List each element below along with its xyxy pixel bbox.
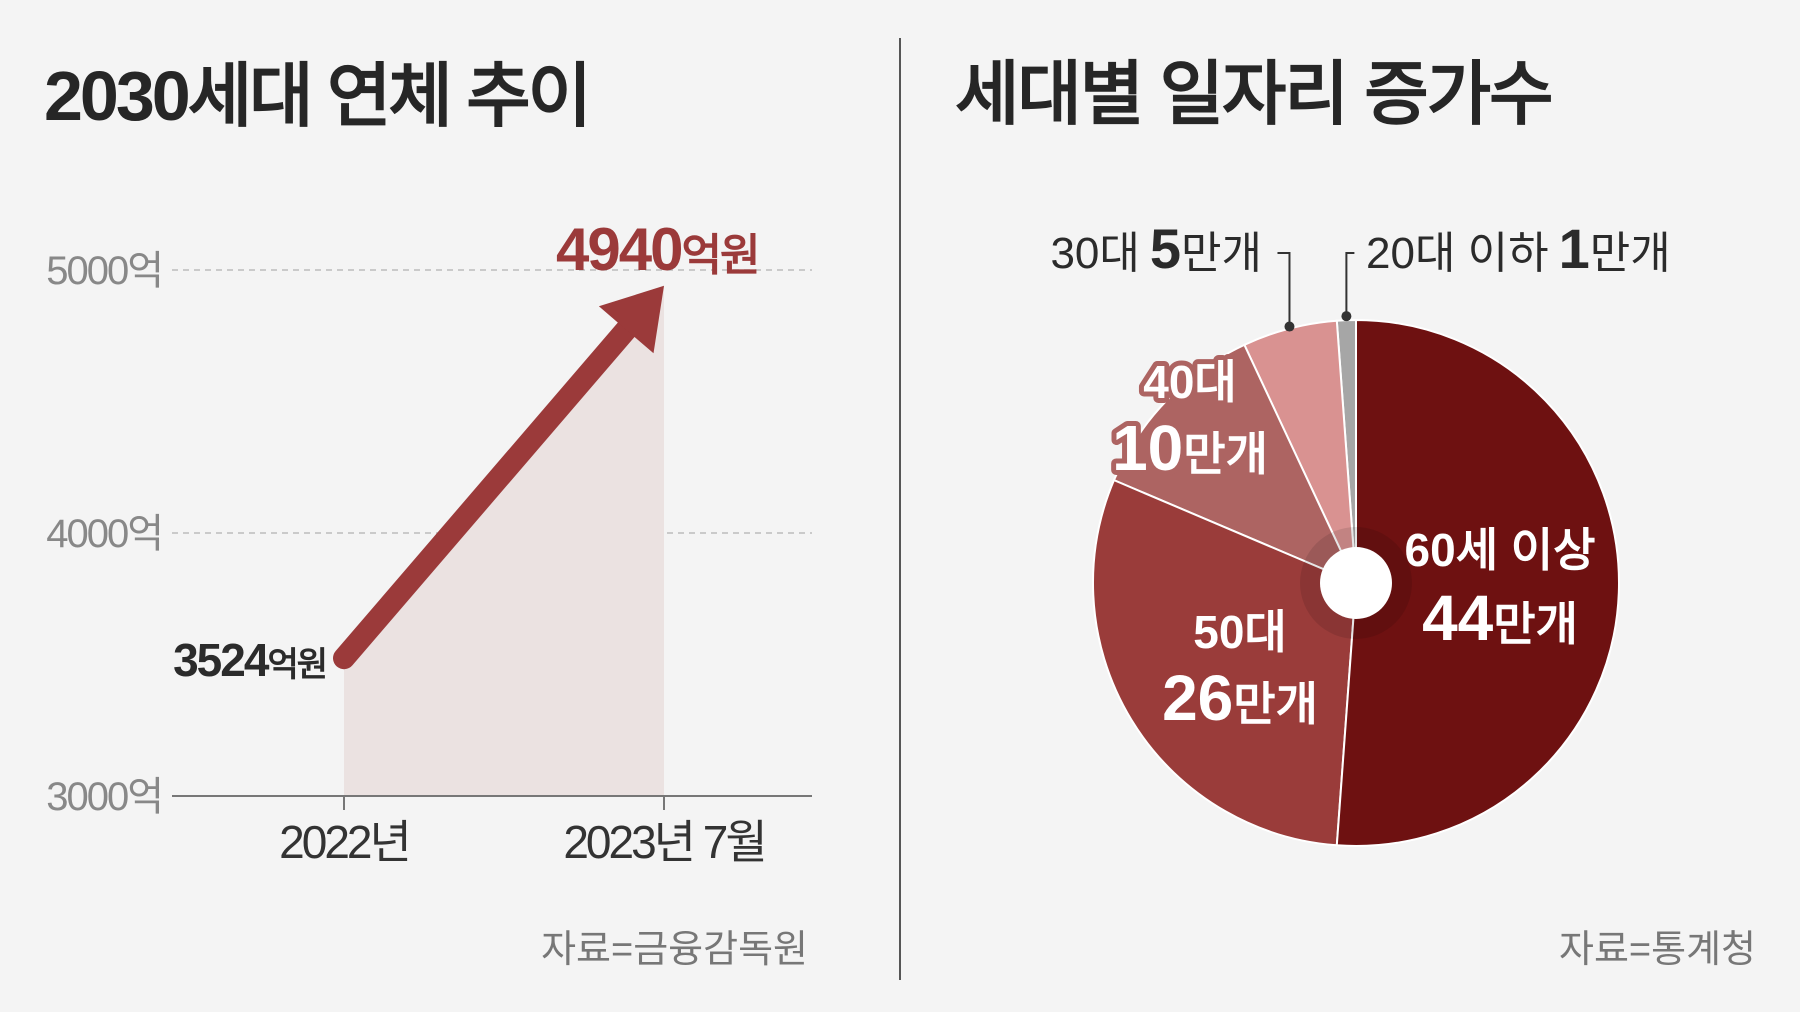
left-source: 자료=금융감독원 <box>541 929 808 971</box>
label-50s: 50대 26만개 <box>1162 606 1318 734</box>
right-chart-title: 세대별 일자리 증가수 <box>955 55 1552 133</box>
pie-callouts <box>1277 252 1355 332</box>
label-30s-number: 5 <box>1150 217 1181 280</box>
callout-line-30s <box>1277 252 1291 327</box>
label-20s-age: 20대 이하 <box>1366 229 1549 278</box>
label-50s-number: 26 <box>1162 662 1233 734</box>
label-60s: 60세 이상 44만개 <box>1405 524 1596 654</box>
label-30s: 30대 5만개 <box>1050 217 1262 280</box>
center-hole <box>1320 547 1392 619</box>
label-50s-age: 50대 <box>1193 606 1287 658</box>
y-tick-label: 5000억 <box>46 249 162 293</box>
label-20s-unit: 만개 <box>1590 229 1671 278</box>
x-axis-labels: 2022년 2023년 7월 <box>279 816 768 868</box>
callout-line-20s <box>1345 252 1355 317</box>
trend-arrow-head <box>598 285 664 354</box>
label-50s-value: 26만개 <box>1162 662 1318 734</box>
label-40s-unit: 만개 <box>1183 428 1268 480</box>
data-label-2023: 4940억원 <box>556 216 758 283</box>
data-label-2022: 3524억원 <box>173 634 326 686</box>
label-60s-age: 60세 이상 <box>1405 524 1596 576</box>
slice-50s <box>1092 478 1358 847</box>
left-chart-title: 2030세대 연체 추이 <box>44 57 589 135</box>
label-30s-age: 30대 <box>1050 229 1139 278</box>
label-60s-number: 44 <box>1422 582 1494 654</box>
left-y-tick-labels: 5000억 4000억 3000억 <box>46 249 164 819</box>
x-axis-label: 2022년 <box>279 816 409 868</box>
data-label-number: 4940 <box>556 216 681 283</box>
label-40s-age: 40대 <box>1143 356 1237 408</box>
area-fill <box>344 285 664 796</box>
data-label-number: 3524 <box>173 634 270 686</box>
right-source: 자료=통계청 <box>1559 929 1756 971</box>
x-axis-tick-marks <box>343 796 665 810</box>
trend-arrow-line <box>333 314 642 670</box>
slice-40s <box>1112 343 1359 585</box>
label-50s-unit: 만개 <box>1233 678 1318 730</box>
label-60s-unit: 만개 <box>1493 598 1578 650</box>
label-40s-number: 10 <box>1112 412 1183 484</box>
label-20s: 20대 이하 1만개 <box>1366 217 1671 280</box>
y-tick-label: 3000억 <box>46 775 162 819</box>
label-60s-value: 44만개 <box>1422 582 1578 654</box>
data-label-unit: 억원 <box>681 231 758 280</box>
y-tick-label: 4000억 <box>46 512 162 556</box>
label-30s-unit: 만개 <box>1181 229 1262 278</box>
label-20s-number: 1 <box>1559 217 1590 280</box>
x-axis-label: 2023년 7월 <box>563 816 764 868</box>
slice-60s <box>1335 318 1620 847</box>
data-label-unit: 억원 <box>267 646 326 684</box>
label-40s-value: 10만개 <box>1112 412 1268 484</box>
pie-chart <box>1092 318 1620 847</box>
label-40s: 40대 10만개 <box>1107 351 1273 489</box>
